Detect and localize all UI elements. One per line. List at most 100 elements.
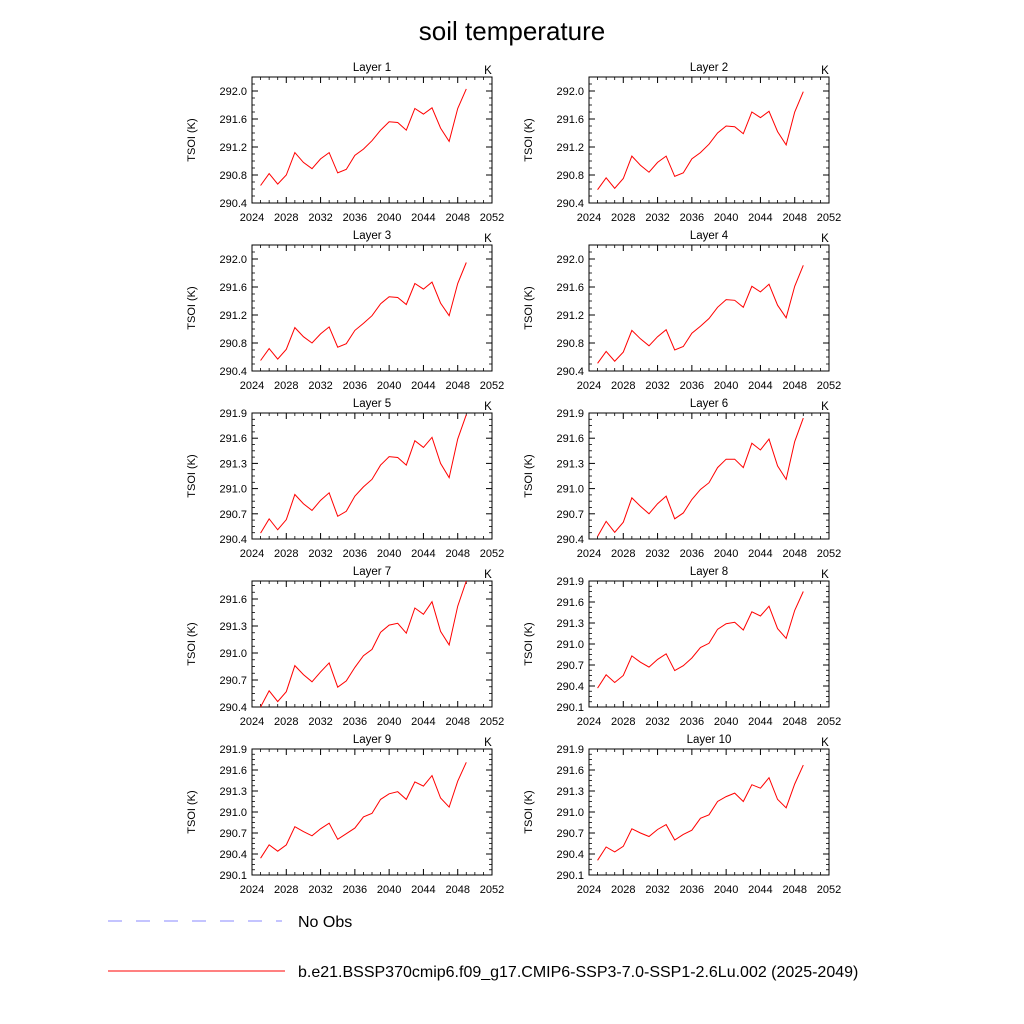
x-tick-label: 2024 bbox=[577, 884, 601, 896]
panel-layer-6: Layer 6 K 2024 2028 2032 2036 2040 2044 2048 2052… bbox=[523, 398, 841, 560]
panel-unit-label: K bbox=[821, 233, 829, 245]
x-tick-label: 2036 bbox=[343, 548, 367, 560]
y-tick-label: 290.1 bbox=[556, 870, 584, 882]
y-tick-label: 291.6 bbox=[219, 594, 247, 606]
x-tick-label: 2028 bbox=[611, 716, 635, 728]
x-tick-label: 2040 bbox=[714, 380, 738, 392]
panel-unit-label: K bbox=[484, 569, 492, 581]
series-line-model bbox=[260, 88, 467, 186]
legend-label-model: b.e21.BSSP370cmip6.f09_g17.CMIP6-SSP3-7.… bbox=[298, 964, 858, 981]
x-tick-label: 2024 bbox=[577, 548, 601, 560]
x-tick-label: 2028 bbox=[274, 212, 298, 224]
y-axis-label: TSOI (K) bbox=[523, 454, 535, 497]
y-tick-label: 291.2 bbox=[556, 310, 584, 322]
plot-frame bbox=[251, 748, 493, 876]
x-tick-label: 2040 bbox=[377, 212, 401, 224]
x-tick-label: 2032 bbox=[645, 716, 669, 728]
y-tick-label: 290.8 bbox=[219, 338, 247, 350]
y-tick-label: 290.8 bbox=[556, 170, 584, 182]
y-tick-label: 290.4 bbox=[219, 849, 247, 861]
y-tick-label: 291.2 bbox=[556, 142, 584, 154]
y-tick-label: 292.0 bbox=[219, 254, 247, 266]
legend: No Obs b.e21.BSSP370cmip6.f09_g17.CMIP6-… bbox=[108, 914, 858, 981]
y-tick-label: 290.8 bbox=[219, 170, 247, 182]
x-tick-label: 2032 bbox=[645, 884, 669, 896]
panel-layer-2: Layer 2 K 2024 2028 2032 2036 2040 2044 2048 2052… bbox=[523, 62, 841, 224]
x-tick-label: 2048 bbox=[782, 548, 806, 560]
y-tick-label: 291.6 bbox=[219, 765, 247, 777]
x-tick-label: 2048 bbox=[782, 716, 806, 728]
series-line-model bbox=[597, 764, 804, 861]
panel-unit-label: K bbox=[821, 569, 829, 581]
x-tick-label: 2052 bbox=[480, 212, 504, 224]
x-tick-label: 2032 bbox=[308, 548, 332, 560]
x-tick-label: 2040 bbox=[714, 212, 738, 224]
x-tick-label: 2052 bbox=[817, 212, 841, 224]
x-tick-label: 2024 bbox=[240, 212, 264, 224]
x-tick-label: 2044 bbox=[748, 212, 772, 224]
x-tick-label: 2036 bbox=[343, 884, 367, 896]
y-tick-label: 291.6 bbox=[556, 765, 584, 777]
x-tick-label: 2044 bbox=[411, 212, 435, 224]
y-tick-label: 291.0 bbox=[219, 648, 247, 660]
y-tick-label: 290.7 bbox=[219, 675, 247, 687]
panel-unit-label: K bbox=[821, 401, 829, 413]
x-tick-label: 2040 bbox=[377, 884, 401, 896]
x-tick-label: 2052 bbox=[480, 884, 504, 896]
y-tick-label: 291.2 bbox=[219, 310, 247, 322]
panels-grid: Layer 1 K 2024 2028 2032 2036 2040 2044 2048 2052… bbox=[186, 62, 841, 896]
series-line-model bbox=[260, 762, 467, 859]
y-axis-label: TSOI (K) bbox=[186, 286, 198, 329]
panel-title: Layer 7 bbox=[353, 566, 391, 578]
x-tick-label: 2052 bbox=[817, 548, 841, 560]
x-tick-label: 2040 bbox=[714, 884, 738, 896]
x-tick-label: 2028 bbox=[274, 380, 298, 392]
y-tick-label: 290.4 bbox=[556, 366, 584, 378]
x-tick-label: 2036 bbox=[680, 884, 704, 896]
x-tick-label: 2024 bbox=[577, 380, 601, 392]
y-tick-label: 290.4 bbox=[556, 849, 584, 861]
x-tick-label: 2028 bbox=[274, 548, 298, 560]
x-tick-label: 2052 bbox=[480, 548, 504, 560]
y-tick-label: 291.3 bbox=[556, 458, 584, 470]
x-tick-label: 2044 bbox=[748, 548, 772, 560]
panel-layer-5: Layer 5 K 2024 2028 2032 2036 2040 2044 2048 2052… bbox=[186, 398, 504, 560]
x-tick-label: 2024 bbox=[240, 548, 264, 560]
x-tick-label: 2024 bbox=[240, 884, 264, 896]
x-tick-label: 2048 bbox=[445, 212, 469, 224]
x-tick-label: 2048 bbox=[445, 884, 469, 896]
panel-unit-label: K bbox=[484, 233, 492, 245]
panel-unit-label: K bbox=[484, 401, 492, 413]
x-tick-label: 2024 bbox=[240, 716, 264, 728]
x-tick-label: 2048 bbox=[445, 548, 469, 560]
panel-layer-9: Layer 9 K 2024 2028 2032 2036 2040 2044 2048 2052… bbox=[186, 734, 504, 896]
y-tick-label: 291.6 bbox=[219, 114, 247, 126]
figure-title: soil temperature bbox=[419, 16, 605, 46]
y-axis-label: TSOI (K) bbox=[523, 790, 535, 833]
panel-unit-label: K bbox=[821, 737, 829, 749]
y-axis-label: TSOI (K) bbox=[523, 118, 535, 161]
y-tick-label: 291.3 bbox=[556, 786, 584, 798]
y-axis-label: TSOI (K) bbox=[186, 790, 198, 833]
y-tick-label: 291.9 bbox=[556, 744, 584, 756]
series-line-model bbox=[260, 414, 467, 534]
plot-frame bbox=[251, 412, 493, 540]
y-tick-label: 291.0 bbox=[556, 807, 584, 819]
y-tick-label: 290.4 bbox=[556, 534, 584, 546]
series-line-model bbox=[260, 580, 467, 708]
y-tick-label: 291.6 bbox=[219, 433, 247, 445]
panel-unit-label: K bbox=[484, 65, 492, 77]
y-tick-label: 291.6 bbox=[556, 433, 584, 445]
panel-layer-4: Layer 4 K 2024 2028 2032 2036 2040 2044 2048 2052… bbox=[523, 230, 841, 392]
y-tick-label: 290.7 bbox=[556, 828, 584, 840]
x-tick-label: 2036 bbox=[680, 212, 704, 224]
x-tick-label: 2044 bbox=[411, 716, 435, 728]
x-tick-label: 2040 bbox=[377, 548, 401, 560]
y-axis-label: TSOI (K) bbox=[523, 622, 535, 665]
x-tick-label: 2036 bbox=[680, 380, 704, 392]
x-tick-label: 2028 bbox=[611, 548, 635, 560]
y-tick-label: 290.4 bbox=[219, 702, 247, 714]
panel-title: Layer 3 bbox=[353, 230, 391, 242]
y-tick-label: 291.0 bbox=[556, 484, 584, 496]
